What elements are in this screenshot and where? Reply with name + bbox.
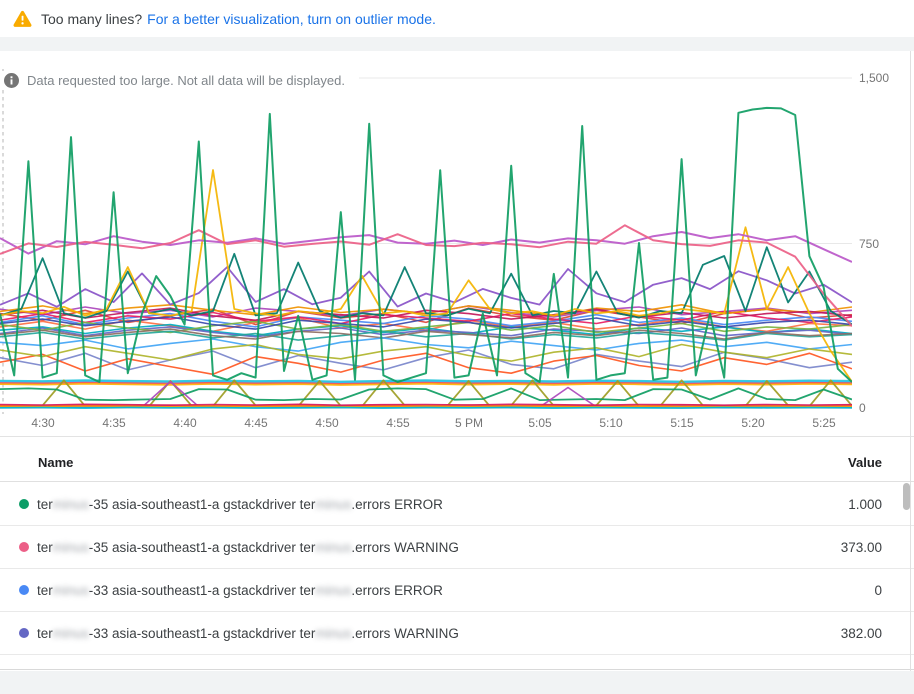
section-divider-strip [0, 37, 914, 51]
chart-line [0, 316, 852, 330]
series-name: terminus-33 asia-southeast1-a gstackdriv… [37, 582, 443, 598]
data-truncation-notice: Data requested too large. Not all data w… [0, 71, 359, 90]
series-color-dot [19, 585, 29, 595]
x-tick-label: 5:10 [599, 416, 623, 430]
redacted-text: minus [52, 539, 89, 555]
page-background-footer [0, 671, 914, 694]
x-tick-label: 4:30 [31, 416, 55, 430]
chart-line [0, 231, 852, 263]
redacted-text: minus [315, 582, 352, 598]
chart-line [0, 169, 852, 383]
column-header-name: Name [38, 454, 74, 470]
chart-line [0, 381, 852, 385]
x-tick-label: 5 PM [454, 416, 484, 430]
series-value: 1.000 [848, 496, 882, 512]
column-header-value: Value [848, 454, 882, 470]
redacted-text: minus [315, 625, 352, 641]
x-tick-label: 4:40 [173, 416, 197, 430]
chart-line [0, 387, 852, 402]
legend-table-body: terminus-35 asia-southeast1-a gstackdriv… [0, 483, 914, 655]
scrollbar-thumb[interactable] [903, 483, 910, 510]
redacted-text: minus [52, 582, 89, 598]
chart-line [0, 106, 852, 383]
x-tick-label: 4:35 [102, 416, 126, 430]
x-tick-label: 4:55 [386, 416, 410, 430]
series-name: terminus-35 asia-southeast1-a gstackdriv… [37, 496, 443, 512]
redacted-text: minus [315, 539, 352, 555]
x-tick-label: 5:05 [528, 416, 552, 430]
chart-area[interactable]: Data requested too large. Not all data w… [0, 51, 914, 436]
chart-line [0, 403, 852, 407]
series-value: 382.00 [840, 625, 882, 641]
chart-line [0, 406, 852, 409]
info-icon [4, 73, 19, 88]
series-color-dot [19, 542, 29, 552]
warning-icon [13, 10, 32, 27]
x-tick-label: 4:50 [315, 416, 339, 430]
chart-line [0, 330, 852, 341]
series-color-dot [19, 628, 29, 638]
redacted-text: minus [315, 496, 352, 512]
table-row[interactable]: terminus-35 asia-southeast1-a gstackdriv… [0, 483, 914, 526]
series-color-dot [19, 499, 29, 509]
y-tick-label: 750 [859, 237, 880, 251]
chart-line [0, 405, 852, 408]
chart-line [0, 337, 852, 352]
right-edge-line [910, 51, 911, 671]
y-tick-label: 1,500 [859, 71, 890, 85]
x-tick-label: 5:20 [741, 416, 765, 430]
series-value: 373.00 [840, 539, 882, 555]
partial-table-row [0, 656, 914, 670]
chart-canvas[interactable] [0, 69, 852, 414]
chart-line [0, 320, 852, 334]
chart-line [0, 328, 852, 340]
series-value: 0 [874, 582, 882, 598]
chart-line [0, 379, 852, 383]
series-name: terminus-33 asia-southeast1-a gstackdriv… [37, 625, 459, 641]
table-row[interactable]: terminus-33 asia-southeast1-a gstackdriv… [0, 612, 914, 655]
redacted-text: minus [52, 625, 89, 641]
chart-line [0, 343, 852, 362]
chart-line [0, 352, 852, 376]
chart-lines [0, 106, 852, 409]
x-tick-label: 5:15 [670, 416, 694, 430]
table-row[interactable]: terminus-35 asia-southeast1-a gstackdriv… [0, 526, 914, 569]
x-axis-labels: 4:30 4:35 4:40 4:45 4:50 4:55 5 PM 5:05 5:10 5:15… [0, 416, 852, 432]
legend-table-header: Name Value [0, 443, 914, 482]
redacted-text: minus [52, 496, 89, 512]
series-name: terminus-35 asia-southeast1-a gstackdriv… [37, 539, 459, 555]
chart-line [0, 266, 852, 308]
warning-banner: Too many lines? For a better visualizati… [0, 0, 914, 37]
banner-text: Too many lines? [41, 10, 143, 27]
chart-table-divider [0, 436, 914, 437]
table-row[interactable]: terminus-33 asia-southeast1-a gstackdriv… [0, 569, 914, 612]
chart-line [0, 224, 852, 327]
chart-line [0, 382, 852, 386]
notice-text: Data requested too large. Not all data w… [27, 73, 345, 88]
y-tick-label: 0 [859, 401, 866, 415]
x-tick-label: 4:45 [244, 416, 268, 430]
chart-line [0, 380, 852, 384]
x-tick-label: 5:25 [812, 416, 836, 430]
chart-line [0, 349, 852, 371]
outlier-mode-link[interactable]: For a better visualization, turn on outl… [147, 10, 436, 27]
